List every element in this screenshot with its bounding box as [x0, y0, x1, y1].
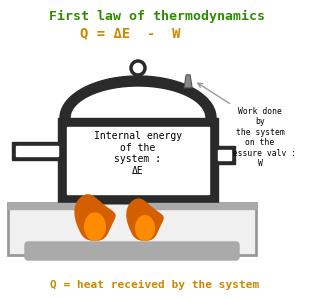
- Polygon shape: [184, 75, 192, 88]
- Text: Internal energy
of the
system :
ΔE: Internal energy of the system : ΔE: [94, 131, 182, 176]
- FancyBboxPatch shape: [25, 242, 239, 260]
- Polygon shape: [58, 118, 218, 203]
- Text: Q = ΔE  -  W: Q = ΔE - W: [80, 26, 180, 40]
- Polygon shape: [12, 142, 58, 160]
- Polygon shape: [74, 194, 116, 241]
- Text: First law of thermodynamics: First law of thermodynamics: [49, 10, 265, 23]
- Polygon shape: [135, 215, 155, 241]
- Text: Q = heat received by the system: Q = heat received by the system: [50, 280, 260, 290]
- Polygon shape: [67, 127, 209, 194]
- Polygon shape: [84, 212, 106, 241]
- Polygon shape: [218, 146, 235, 164]
- Polygon shape: [8, 203, 256, 255]
- Polygon shape: [8, 203, 78, 209]
- Polygon shape: [60, 76, 216, 118]
- Polygon shape: [218, 150, 231, 160]
- Polygon shape: [16, 146, 58, 156]
- Text: Work done
by
the system
on the
pressure valv :
W: Work done by the system on the pressure …: [224, 107, 296, 168]
- Circle shape: [131, 61, 145, 75]
- Polygon shape: [138, 203, 256, 209]
- Polygon shape: [126, 198, 164, 241]
